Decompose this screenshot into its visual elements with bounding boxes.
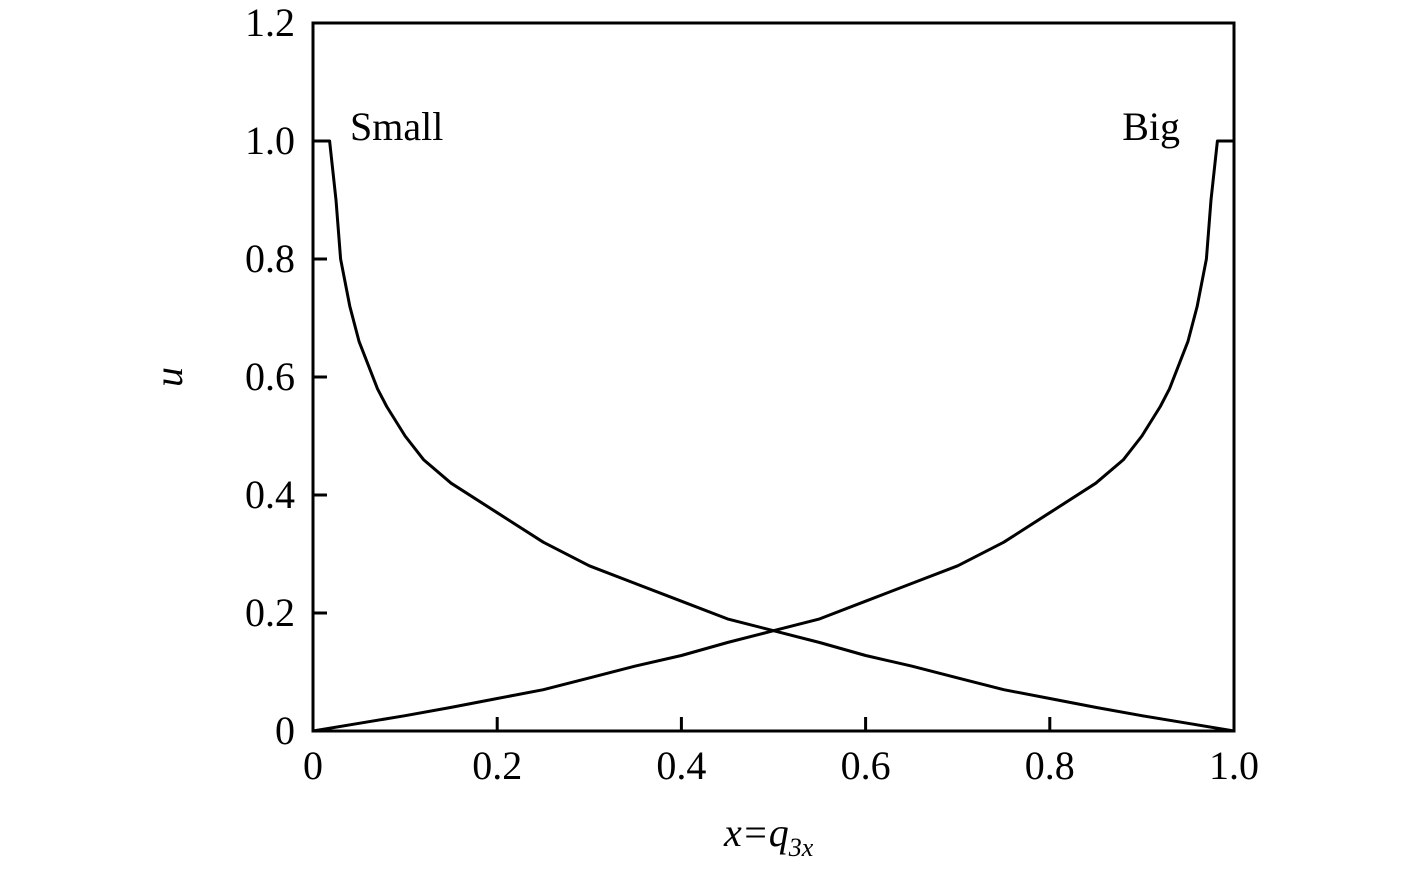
series-label-big: Big	[1122, 104, 1180, 149]
x-tick-label: 0.4	[656, 743, 706, 788]
x-tick-label: 0.6	[841, 743, 891, 788]
series-line-small	[313, 139, 1235, 733]
plot-frame	[311, 21, 1236, 733]
y-axis-label: u	[146, 367, 191, 387]
x-tick-label: 1.0	[1209, 743, 1259, 788]
x-axis-label-subscript: 3x	[788, 833, 814, 862]
y-tick-label: 0	[275, 708, 295, 753]
y-tick-label: 0.4	[245, 472, 295, 517]
x-axis-label: x=q3x	[723, 810, 814, 862]
x-tick-label: 0	[303, 743, 323, 788]
series-label-small: Small	[350, 104, 443, 149]
y-tick-label: 1.2	[245, 0, 295, 45]
axis-ticks: 0 0.2 0.4 0.6 0.8 1.0 0 0.2 0.4 0.6 0.8 1.0 1.2	[245, 0, 1259, 788]
y-tick-label: 0.2	[245, 590, 295, 635]
x-tick-label: 0.8	[1025, 743, 1075, 788]
series-layer	[312, 139, 1235, 733]
y-tick-label: 0.6	[245, 354, 295, 399]
x-axis-label-base: x=q	[723, 810, 789, 855]
x-tick-label: 0.2	[472, 743, 522, 788]
y-tick-label: 0.8	[245, 236, 295, 281]
y-tick-label: 1.0	[245, 118, 295, 163]
series-line-big	[312, 139, 1234, 733]
